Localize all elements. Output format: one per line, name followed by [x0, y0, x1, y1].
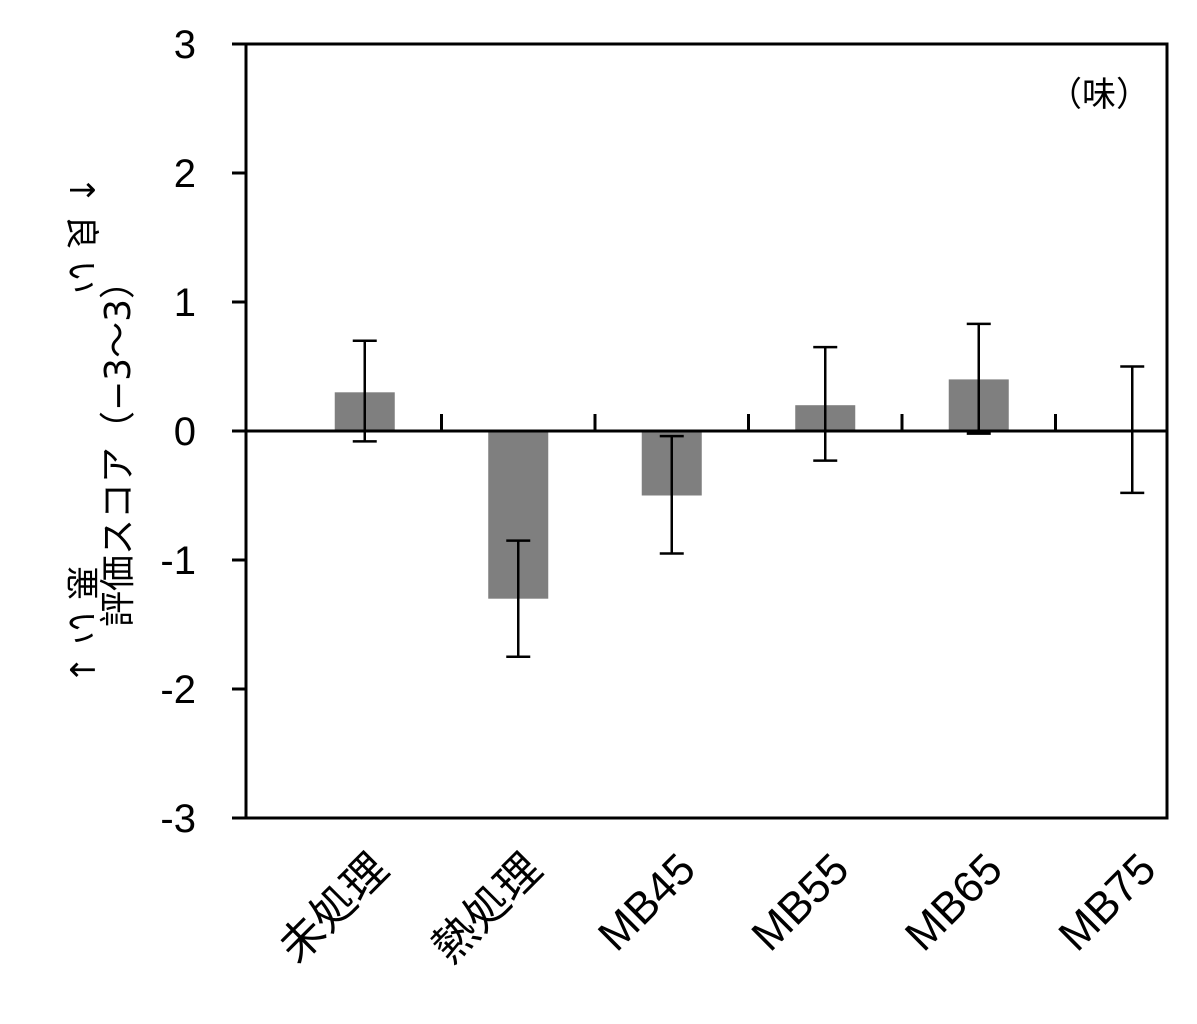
error-bar-1 — [506, 539, 531, 658]
y-tick-label-1: 2 — [174, 152, 196, 196]
x-tick-label-5: MB75 — [1049, 844, 1165, 960]
error-bar-3 — [813, 345, 838, 462]
y-axis: 3 2 1 0 -1 -2 -3 — [160, 23, 246, 841]
y-tick-label-2: 1 — [174, 281, 196, 325]
bad-direction-label: 悪 い ↓ — [61, 566, 101, 684]
y-axis-label: 評価スコア（−3〜3） — [98, 263, 139, 627]
y-tick-label-6: -3 — [160, 797, 196, 841]
x-tick-label-0: 未処理 — [270, 844, 398, 972]
y-tick-label-0: 3 — [174, 23, 196, 67]
x-tick-label-3: MB55 — [742, 844, 858, 960]
y-tick-label-5: -2 — [160, 668, 196, 712]
x-tick-label-4: MB65 — [896, 844, 1012, 960]
x-tick-label-1: 熱処理 — [423, 844, 551, 972]
error-bar-0 — [352, 339, 377, 443]
error-bar-5 — [1120, 365, 1145, 495]
good-direction-label: ↑ 良 い — [61, 176, 101, 294]
y-tick-label-4: -1 — [160, 539, 196, 583]
y-tick-label-3: 0 — [174, 410, 196, 454]
chart-annotation: （味） — [1048, 75, 1150, 115]
category-ticks — [440, 414, 1057, 431]
error-bar-2 — [659, 434, 684, 555]
error-bar-4 — [966, 322, 991, 435]
x-tick-label-2: MB45 — [589, 844, 705, 960]
x-axis-labels: 未処理 熱処理 MB45 MB55 MB65 MB75 — [270, 844, 1165, 972]
error-bars-layer — [352, 322, 1145, 658]
